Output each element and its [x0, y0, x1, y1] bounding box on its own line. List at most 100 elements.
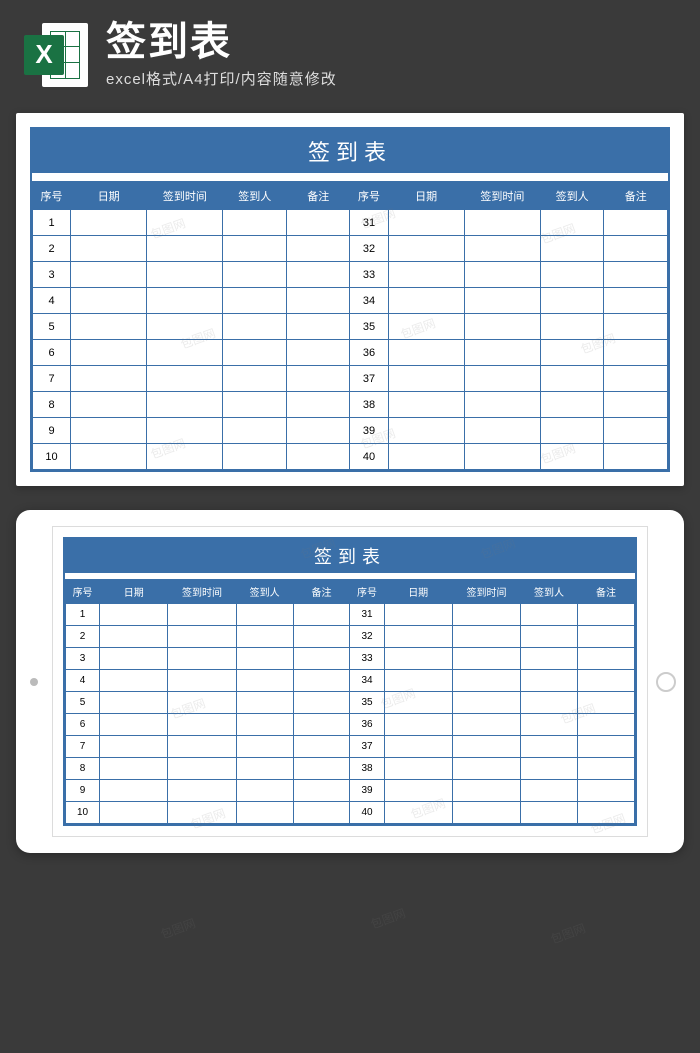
table-cell	[388, 418, 464, 444]
table-cell	[388, 288, 464, 314]
table-cell	[286, 392, 350, 418]
table-cell: 35	[350, 692, 384, 714]
table-cell	[464, 288, 540, 314]
column-header: 备注	[604, 182, 668, 210]
table-cell: 31	[350, 210, 388, 236]
column-header: 序号	[350, 182, 388, 210]
table-cell	[452, 780, 520, 802]
sign-in-table: 序号日期签到时间签到人备注序号日期签到时间签到人备注 1312323334345…	[32, 181, 668, 470]
table-cell	[540, 262, 604, 288]
table-cell	[388, 340, 464, 366]
column-header: 日期	[384, 580, 452, 604]
table-cell	[521, 670, 578, 692]
table-cell	[464, 236, 540, 262]
table-cell: 36	[350, 714, 384, 736]
table-cell	[388, 314, 464, 340]
table-cell	[71, 418, 147, 444]
table-cell	[577, 736, 634, 758]
tablet-home-button[interactable]	[656, 672, 676, 692]
column-header: 序号	[350, 580, 384, 604]
table-cell	[604, 418, 668, 444]
page-title: 签到表	[106, 20, 337, 64]
column-header: 日期	[388, 182, 464, 210]
table-cell	[147, 210, 223, 236]
table-cell	[452, 604, 520, 626]
table-cell	[577, 780, 634, 802]
column-header: 签到时间	[147, 182, 223, 210]
table-cell	[71, 314, 147, 340]
table-cell: 9	[66, 780, 100, 802]
table-cell	[147, 418, 223, 444]
table-cell	[168, 780, 236, 802]
table-cell	[452, 736, 520, 758]
table-cell	[168, 604, 236, 626]
table-cell	[521, 714, 578, 736]
table-cell: 5	[66, 692, 100, 714]
table-cell	[286, 262, 350, 288]
table-cell: 34	[350, 288, 388, 314]
column-header: 签到时间	[452, 580, 520, 604]
watermark: 包图网	[368, 904, 408, 932]
column-header: 签到人	[236, 580, 293, 604]
table-cell	[168, 802, 236, 824]
table-cell	[521, 758, 578, 780]
table-cell: 33	[350, 262, 388, 288]
table-cell	[452, 648, 520, 670]
column-header: 日期	[100, 580, 168, 604]
watermark: 包图网	[548, 919, 588, 947]
column-header: 签到时间	[464, 182, 540, 210]
column-header: 签到人	[540, 182, 604, 210]
table-cell	[604, 340, 668, 366]
table-cell	[577, 604, 634, 626]
table-cell	[286, 236, 350, 262]
table-cell	[540, 236, 604, 262]
table-cell: 5	[33, 314, 71, 340]
table-cell	[71, 444, 147, 470]
column-header: 签到人	[521, 580, 578, 604]
table-row: 6 36	[33, 340, 668, 366]
table-cell	[147, 288, 223, 314]
table-cell	[71, 288, 147, 314]
table-cell	[604, 262, 668, 288]
table-cell: 6	[33, 340, 71, 366]
table-cell	[388, 444, 464, 470]
table-row: 838	[66, 758, 635, 780]
table-cell	[604, 288, 668, 314]
table-cell	[464, 444, 540, 470]
column-header: 签到时间	[168, 580, 236, 604]
sheet-title: 签到表	[65, 539, 635, 573]
watermark: 包图网	[158, 914, 198, 942]
table-cell: 32	[350, 626, 384, 648]
table-cell	[604, 366, 668, 392]
table-cell	[452, 626, 520, 648]
table-cell: 6	[66, 714, 100, 736]
table-cell: 36	[350, 340, 388, 366]
table-cell	[147, 340, 223, 366]
table-cell	[604, 236, 668, 262]
table-cell	[286, 210, 350, 236]
table-cell	[521, 802, 578, 824]
table-cell: 38	[350, 392, 388, 418]
table-cell	[293, 780, 350, 802]
table-cell	[236, 648, 293, 670]
tablet-screen: 签到表 序号日期签到时间签到人备注序号日期签到时间签到人备注 131232333…	[52, 526, 648, 837]
table-cell	[100, 648, 168, 670]
table-cell	[168, 626, 236, 648]
table-cell	[540, 314, 604, 340]
table-cell	[464, 366, 540, 392]
table-cell	[286, 418, 350, 444]
table-cell	[540, 418, 604, 444]
table-cell	[452, 802, 520, 824]
table-row: 131	[66, 604, 635, 626]
table-cell	[540, 210, 604, 236]
table-cell	[540, 392, 604, 418]
table-cell: 1	[33, 210, 71, 236]
table-cell	[384, 626, 452, 648]
column-header: 序号	[33, 182, 71, 210]
table-cell: 31	[350, 604, 384, 626]
table-cell	[384, 604, 452, 626]
table-cell	[384, 714, 452, 736]
table-cell: 39	[350, 780, 384, 802]
table-row: 1 31	[33, 210, 668, 236]
table-cell: 10	[33, 444, 71, 470]
